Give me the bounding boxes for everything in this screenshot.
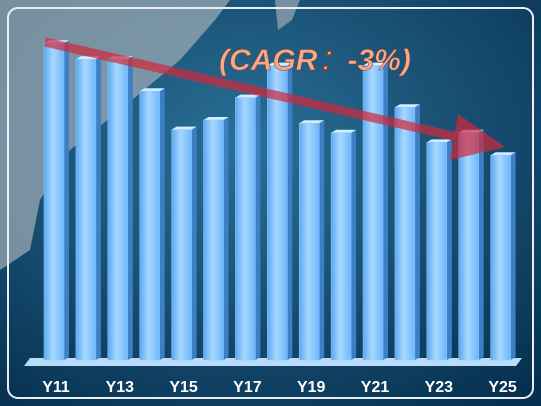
bar <box>490 154 511 361</box>
bar <box>235 97 256 361</box>
x-tick-label: Y25 <box>488 379 517 396</box>
frame <box>7 7 534 399</box>
bar <box>267 65 288 361</box>
bar-top <box>171 126 197 130</box>
arrow-head <box>450 114 505 160</box>
bar <box>43 42 65 361</box>
bar-side <box>446 139 452 360</box>
x-tick-label: Y19 <box>297 379 326 396</box>
bar-side <box>255 94 261 360</box>
bar-side <box>414 104 420 360</box>
bar-top <box>299 120 325 124</box>
x-tick-label: Y21 <box>361 379 390 396</box>
bar-side <box>64 40 69 360</box>
annotation: (CAGR：-3%) <box>219 44 411 77</box>
bar-side <box>223 117 229 360</box>
bar <box>107 58 129 361</box>
bar <box>75 58 97 361</box>
bar-top <box>331 129 357 133</box>
trend-arrow <box>43 37 505 160</box>
bar-side <box>351 129 357 360</box>
x-tick-label: Y23 <box>425 379 454 396</box>
bar-side <box>287 62 293 360</box>
bar <box>426 142 448 361</box>
x-tick-label: Y17 <box>233 379 262 396</box>
bar-side <box>127 56 133 360</box>
bar-side <box>319 120 325 360</box>
bar-top <box>139 88 165 92</box>
bar-side <box>159 88 165 360</box>
bar <box>394 106 416 361</box>
bar-side <box>191 126 197 360</box>
bar <box>330 132 352 361</box>
x-tick-label: Y13 <box>106 379 135 396</box>
arrow-shaft <box>43 37 472 145</box>
bar <box>139 90 160 361</box>
bar-top <box>203 117 229 120</box>
bar <box>171 129 192 361</box>
bar-side <box>478 129 484 360</box>
bar <box>203 119 224 361</box>
x-tick-label: Y11 <box>42 379 70 396</box>
bar-top <box>235 94 261 98</box>
bar-top <box>490 152 516 156</box>
bar-side <box>383 62 388 360</box>
bar <box>458 132 479 361</box>
bar-side <box>95 56 101 360</box>
bar-top <box>394 104 420 108</box>
bar <box>362 65 384 361</box>
x-tick-label: Y15 <box>169 379 198 396</box>
bar-top <box>363 62 388 66</box>
bar <box>298 122 320 361</box>
bar-top <box>426 139 452 143</box>
bar-side <box>510 152 516 360</box>
bar-top <box>267 62 293 66</box>
